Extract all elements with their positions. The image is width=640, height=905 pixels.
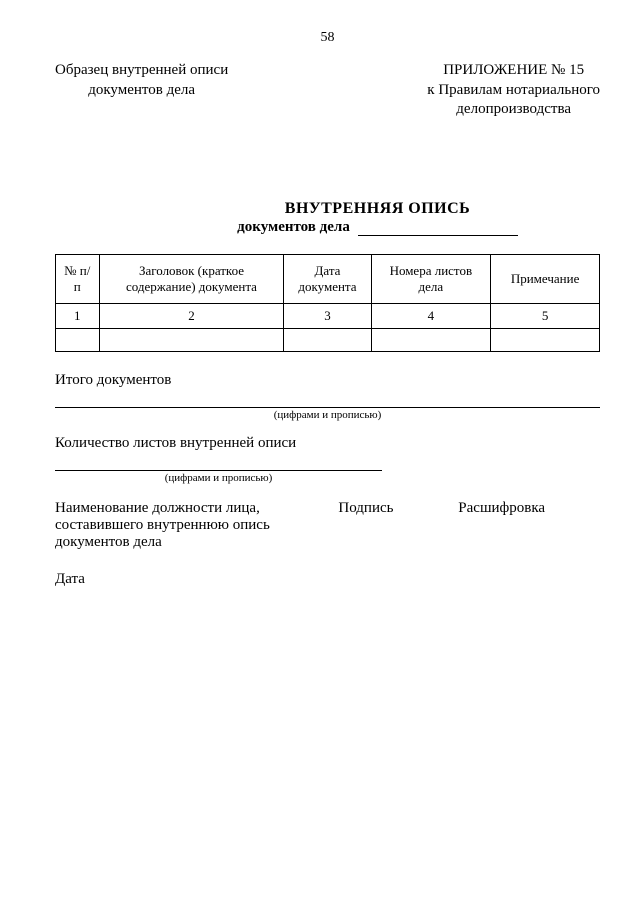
- numcell-2: 3: [284, 303, 371, 328]
- header-right-line3: делопроизводства: [427, 100, 600, 120]
- sig-pos-line3: документов дела: [55, 534, 338, 551]
- signature-row: Наименование должности лица, составившег…: [55, 500, 600, 551]
- title-main: ВНУТРЕННЯЯ ОПИСЬ: [155, 200, 600, 218]
- header-row: Образец внутренней описи документов дела…: [55, 61, 600, 120]
- signature-position: Наименование должности лица, составившег…: [55, 500, 338, 551]
- numcell-0: 1: [56, 303, 100, 328]
- totals-docs-hint: (цифрами и прописью): [55, 409, 600, 421]
- table-empty-row: [56, 328, 600, 351]
- title-block: ВНУТРЕННЯЯ ОПИСЬ документов дела: [155, 200, 600, 236]
- empty-cell: [371, 328, 491, 351]
- col-header-0: № п/п: [56, 254, 100, 303]
- numcell-4: 5: [491, 303, 600, 328]
- header-left-line1: Образец внутренней описи: [55, 61, 228, 81]
- page-number: 58: [55, 30, 600, 46]
- col-header-3: Номера листов дела: [371, 254, 491, 303]
- totals-docs-line: [55, 393, 600, 408]
- title-sub: документов дела: [237, 219, 350, 236]
- totals-docs-label: Итого документов: [55, 372, 600, 389]
- empty-cell: [99, 328, 284, 351]
- header-right: ПРИЛОЖЕНИЕ № 15 к Правилам нотариального…: [427, 61, 600, 120]
- header-right-line2: к Правилам нотариального: [427, 81, 600, 101]
- empty-cell: [284, 328, 371, 351]
- totals-sheets-label: Количество листов внутренней описи: [55, 435, 600, 452]
- header-left-line2: документов дела: [55, 81, 228, 101]
- col-header-4: Примечание: [491, 254, 600, 303]
- header-right-line1: ПРИЛОЖЕНИЕ № 15: [427, 61, 600, 81]
- signature-label: Подпись: [338, 500, 458, 551]
- totals-sheets-line: [55, 456, 382, 471]
- numcell-3: 4: [371, 303, 491, 328]
- sig-pos-line2: составившего внутреннюю опись: [55, 517, 338, 534]
- totals-sheets-hint: (цифрами и прописью): [55, 472, 382, 484]
- empty-cell: [56, 328, 100, 351]
- table-number-row: 1 2 3 4 5: [56, 303, 600, 328]
- col-header-1: Заголовок (краткое содержание) документа: [99, 254, 284, 303]
- title-blank-line: [358, 235, 518, 236]
- date-label: Дата: [55, 571, 600, 588]
- col-header-2: Дата документа: [284, 254, 371, 303]
- signature-name-label: Расшифровка: [458, 500, 600, 551]
- empty-cell: [491, 328, 600, 351]
- form-table: № п/п Заголовок (краткое содержание) док…: [55, 254, 600, 352]
- sig-pos-line1: Наименование должности лица,: [55, 500, 338, 517]
- table-header-row: № п/п Заголовок (краткое содержание) док…: [56, 254, 600, 303]
- numcell-1: 2: [99, 303, 284, 328]
- header-left: Образец внутренней описи документов дела: [55, 61, 228, 120]
